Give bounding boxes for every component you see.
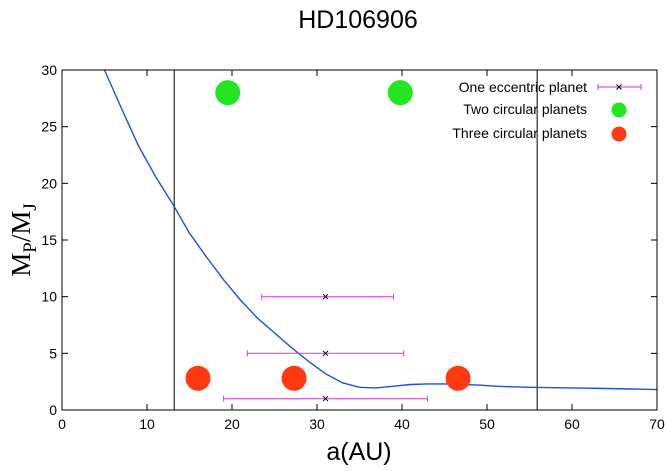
y-label-sub1: P: [20, 242, 41, 253]
legend: One eccentric planet Two circular planet…: [452, 79, 642, 142]
y-tick-label-10: 10: [41, 289, 57, 305]
y-tick-label-20: 20: [41, 175, 57, 191]
y-label-main: M: [6, 253, 36, 277]
x-axis-label: a(AU): [326, 438, 391, 466]
plot-frame: [61, 69, 658, 411]
model-curve: [103, 69, 658, 391]
x-tick-label-10: 10: [139, 416, 155, 432]
y-tick-label-30: 30: [41, 62, 57, 78]
legend-label-three-circular: Three circular planets: [452, 125, 587, 141]
x-tick-label-50: 50: [479, 416, 495, 432]
legend-swatch-two-circular: [611, 102, 627, 118]
eccentric-point-1: [322, 350, 329, 357]
series-1-point-1: [387, 80, 413, 106]
series-2-point-1: [281, 365, 307, 391]
legend-label-eccentric: One eccentric planet: [459, 79, 588, 95]
y-tick-label-0: 0: [49, 402, 57, 418]
series-1-point-0: [215, 80, 241, 106]
legend-label-two-circular: Two circular planets: [463, 101, 587, 117]
series-2-point-0: [185, 365, 211, 391]
x-tick-label-30: 30: [309, 416, 325, 432]
x-tick-label-20: 20: [224, 416, 240, 432]
legend-swatch-eccentric-x: [616, 84, 622, 90]
chart-title: HD106906: [298, 6, 418, 34]
y-label-mid: /M: [6, 211, 36, 243]
x-tick-label-0: 0: [58, 416, 66, 432]
eccentric-point-2: [322, 395, 329, 402]
y-axis-label: MP/MJ: [6, 203, 41, 277]
y-tick-label-25: 25: [41, 119, 57, 135]
x-tick-label-60: 60: [564, 416, 580, 432]
y-tick-label-5: 5: [49, 345, 57, 361]
y-label-sub2: J: [20, 203, 41, 210]
x-tick-label-40: 40: [394, 416, 410, 432]
y-tick-label-15: 15: [41, 232, 57, 248]
legend-swatch-three-circular: [611, 126, 627, 142]
series-2-point-2: [445, 365, 471, 391]
eccentric-point-0: [322, 293, 329, 300]
x-tick-label-70: 70: [649, 416, 665, 432]
